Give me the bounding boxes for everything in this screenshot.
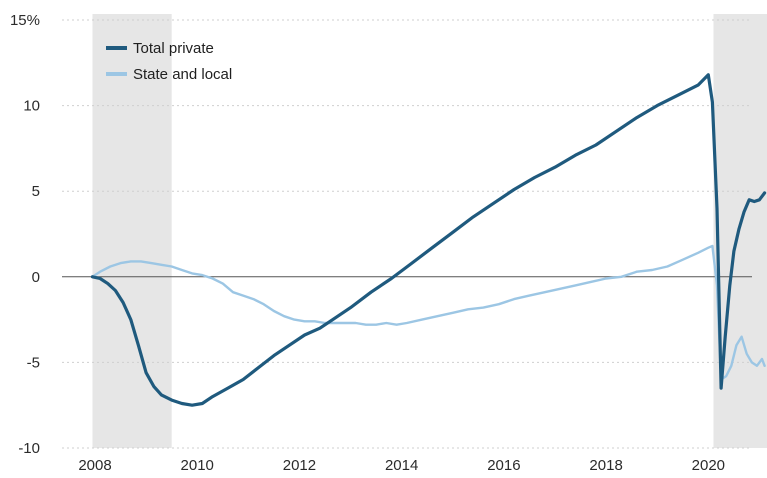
- gridlines-group: [62, 19, 752, 449]
- series-line-state-and-local: [91, 244, 766, 381]
- x-tick-label: 2018: [589, 457, 622, 474]
- y-tick-label: -10: [18, 440, 40, 457]
- series-line-total-private: [90, 73, 767, 407]
- x-tick-label: 2016: [487, 457, 520, 474]
- legend-label-state-and-local: State and local: [133, 66, 232, 83]
- recession-band-1: [92, 14, 172, 448]
- x-tick-label: 2010: [181, 457, 214, 474]
- y-tick-label: 0: [32, 269, 40, 286]
- legend: Total private State and local: [106, 40, 232, 83]
- y-tick-label: -5: [27, 354, 40, 371]
- x-tick-label: 2020: [692, 457, 725, 474]
- legend-label-total-private: Total private: [133, 40, 214, 57]
- y-tick-label: 10: [23, 98, 40, 115]
- x-tick-label: 2012: [283, 457, 316, 474]
- x-tick-label: 2014: [385, 457, 418, 474]
- y-tick-label: 5: [32, 183, 40, 200]
- x-tick-label: 2008: [78, 457, 111, 474]
- x-axis-tick-labels: 2008 2010 2012 2014 2016 2018 2020: [78, 457, 725, 474]
- series-lines-group: [90, 73, 767, 407]
- y-tick-label: 15%: [10, 12, 40, 29]
- y-axis-tick-labels: 15% 10 5 0 -5 -10: [10, 12, 40, 457]
- recession-shading-group: [92, 14, 767, 448]
